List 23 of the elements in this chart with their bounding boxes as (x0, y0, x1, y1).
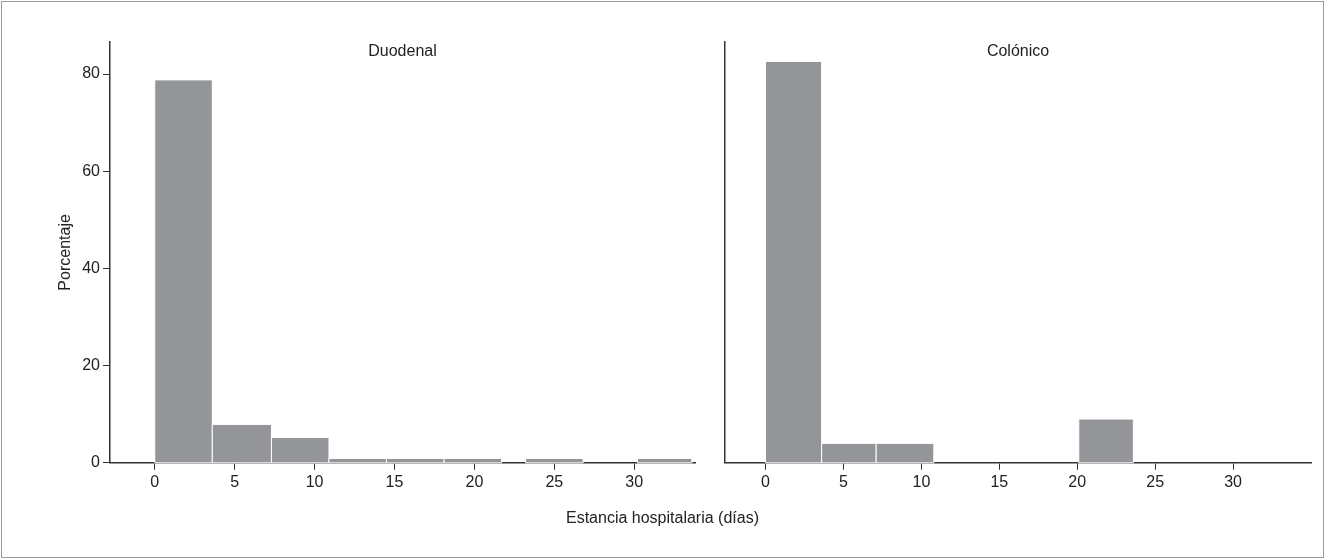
x-tick-label: 15 (990, 472, 1009, 490)
x-tick-label: 30 (625, 472, 644, 490)
x-tick-label: 0 (761, 472, 771, 490)
x-tick-label: 30 (1224, 472, 1243, 490)
y-tick-label: 0 (91, 453, 101, 471)
x-tick-label: 20 (1068, 472, 1087, 490)
x-tick-label: 5 (838, 472, 848, 490)
y-tick-label: 80 (82, 64, 101, 82)
x-tick-label: 25 (1146, 472, 1165, 490)
y-axis-title: Porcentaje (56, 214, 74, 291)
chart-title: Colónico (986, 42, 1050, 60)
x-tick-label: 10 (305, 472, 324, 490)
x-tick-label: 10 (912, 472, 931, 490)
chart-title: Duodenal (368, 42, 437, 60)
y-tick-label: 40 (82, 258, 101, 276)
x-tick-label: 15 (385, 472, 404, 490)
x-tick-label: 5 (230, 472, 240, 490)
y-tick-label: 60 (82, 161, 101, 179)
x-axis-title: Estancia hospitalaria (días) (565, 509, 760, 527)
x-tick-label: 25 (545, 472, 564, 490)
x-tick-label: 20 (465, 472, 484, 490)
x-tick-label: 0 (150, 472, 160, 490)
y-tick-label: 20 (82, 356, 101, 374)
